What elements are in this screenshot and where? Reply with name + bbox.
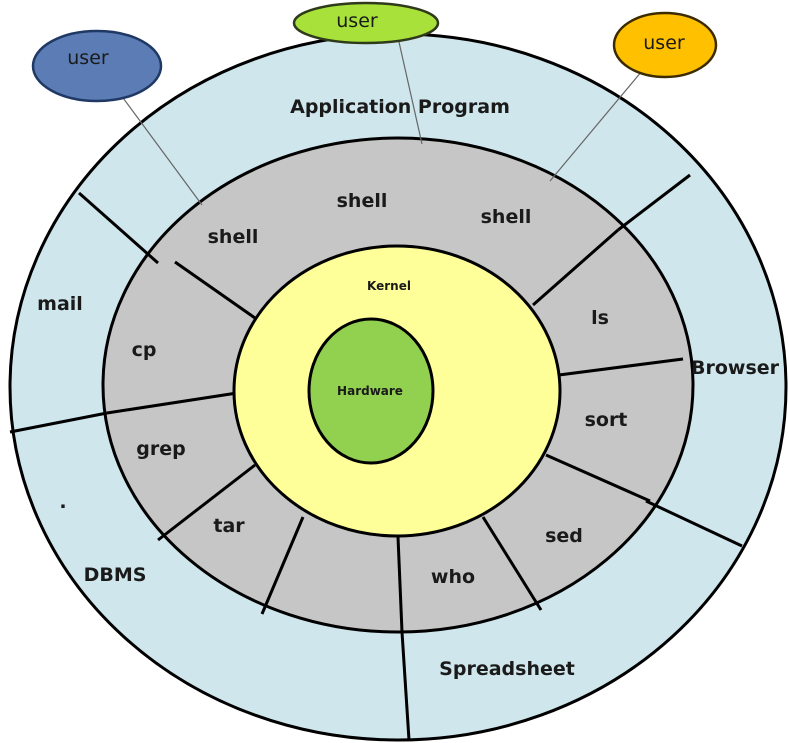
shell-label: shell bbox=[337, 190, 388, 212]
sort-label: sort bbox=[585, 409, 628, 431]
user-bubble-blue bbox=[31, 29, 163, 103]
middle-divider bbox=[481, 516, 543, 611]
spreadsheet-label: Spreadsheet bbox=[439, 658, 575, 680]
user-label: user bbox=[67, 47, 109, 69]
user-bubble-green bbox=[292, 1, 440, 45]
sed-label: sed bbox=[545, 525, 583, 547]
outer-divider bbox=[400, 631, 411, 741]
user-bubble-orange bbox=[612, 11, 718, 79]
grep-label: grep bbox=[136, 438, 185, 460]
shell-label: shell bbox=[481, 206, 532, 228]
user-label: user bbox=[336, 10, 378, 32]
user-connector bbox=[114, 86, 203, 206]
hardware-core bbox=[307, 317, 435, 465]
middle-divider bbox=[558, 357, 684, 377]
middle-divider bbox=[260, 516, 305, 615]
middle-divider bbox=[396, 536, 404, 633]
who-label: who bbox=[431, 566, 475, 588]
application-program-label: Application Program bbox=[290, 96, 510, 118]
dbms-label: DBMS bbox=[84, 564, 147, 586]
outer-divider bbox=[78, 191, 159, 265]
tar-label: tar bbox=[213, 515, 245, 537]
middle-divider bbox=[174, 260, 256, 320]
user-connector bbox=[549, 70, 643, 182]
user-connector bbox=[398, 41, 423, 145]
middle-divider bbox=[157, 463, 256, 542]
kernel-label: Kernel bbox=[367, 279, 411, 293]
middle-divider bbox=[545, 453, 651, 503]
browser-label: Browser bbox=[691, 357, 780, 379]
middle-divider bbox=[532, 228, 619, 307]
dot-label: . bbox=[59, 491, 66, 513]
outer-divider bbox=[645, 499, 743, 548]
outer-divider bbox=[617, 173, 691, 232]
ls-label: ls bbox=[591, 307, 609, 329]
cp-label: cp bbox=[132, 339, 157, 361]
shell-label: shell bbox=[208, 226, 259, 248]
user-label: user bbox=[643, 32, 685, 54]
mail-label: mail bbox=[37, 293, 83, 315]
outer-divider bbox=[9, 411, 108, 434]
middle-divider bbox=[106, 391, 238, 415]
hardware-label: Hardware bbox=[337, 384, 403, 398]
